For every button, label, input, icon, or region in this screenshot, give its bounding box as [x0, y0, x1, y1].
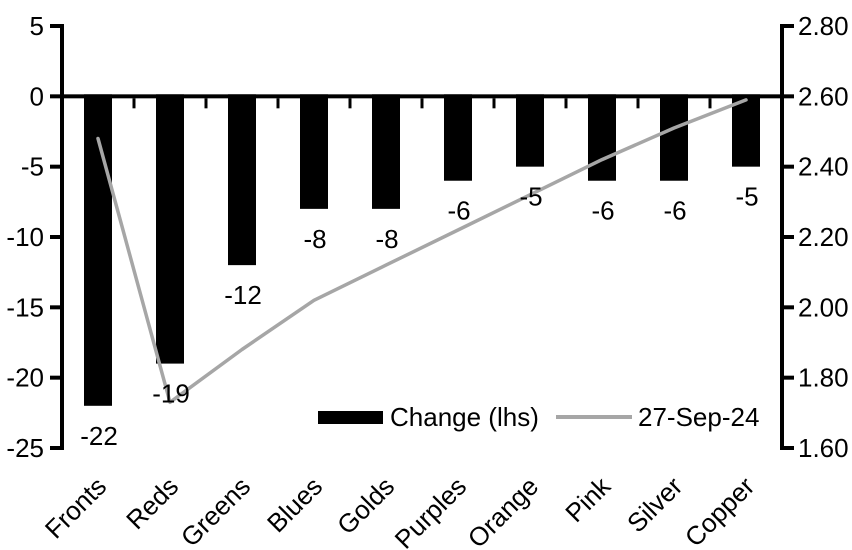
right-axis-tick	[781, 94, 794, 99]
left-axis-tick	[50, 164, 63, 169]
bar-copper	[732, 94, 760, 167]
bar-data-label: -8	[303, 224, 326, 254]
category-label-greens: Greens	[175, 471, 257, 550]
right-axis-tick-label: 1.60	[798, 433, 849, 463]
left-axis-tick	[50, 446, 63, 450]
bar-orange	[516, 94, 544, 167]
left-axis-tick	[50, 375, 63, 380]
category-boundary-tick	[276, 98, 280, 109]
right-axis-tick	[781, 235, 794, 239]
bar-blues	[300, 94, 328, 209]
category-label-fronts: Fronts	[39, 471, 112, 544]
right-axis-tick-label: 2.80	[798, 11, 849, 41]
legend-label-27-sep-24: 27-Sep-24	[638, 402, 760, 432]
category-label-purples: Purples	[389, 471, 473, 550]
category-boundary-tick	[564, 98, 568, 109]
category-boundary-tick	[636, 98, 640, 109]
category-label-golds: Golds	[331, 471, 400, 540]
bar-fronts	[84, 94, 112, 406]
category-label-silver: Silver	[621, 471, 688, 538]
category-label-orange: Orange	[462, 471, 545, 550]
bar-data-label: -22	[80, 421, 118, 451]
category-label-pink: Pink	[559, 470, 617, 528]
category-boundary-tick	[204, 98, 208, 109]
category-boundary-tick	[348, 98, 352, 109]
legend-label-change-lhs: Change (lhs)	[390, 402, 539, 432]
left-axis-tick	[50, 235, 63, 239]
left-axis-tick-label: -25	[6, 433, 44, 463]
left-axis-tick-label: -5	[21, 152, 44, 182]
right-axis-tick-label: 2.60	[798, 81, 849, 111]
left-axis-tick-label: -20	[6, 363, 44, 393]
bar-reds	[156, 94, 184, 364]
category-label-blues: Blues	[261, 471, 328, 538]
category-boundary-tick	[492, 98, 496, 109]
right-axis-tick-label: 2.00	[798, 292, 849, 322]
category-boundary-tick	[708, 98, 712, 109]
bar-greens	[228, 94, 256, 266]
right-axis-tick-label: 2.40	[798, 152, 849, 182]
category-boundary-tick	[420, 98, 424, 109]
bar-golds	[372, 94, 400, 209]
right-axis-tick-label: 1.80	[798, 363, 849, 393]
line-series-27-sep-24	[96, 98, 748, 405]
right-axis-tick	[781, 24, 794, 28]
bar-data-label: -6	[447, 196, 470, 226]
bar-data-label: -8	[375, 224, 398, 254]
zero-axis-line	[60, 94, 784, 99]
bar-data-label: -12	[224, 280, 262, 310]
left-axis-tick-label: 0	[30, 81, 44, 111]
category-label-copper: Copper	[679, 471, 761, 550]
bar-data-label: -6	[591, 196, 614, 226]
category-boundary-tick	[132, 98, 136, 109]
bar-data-label: -19	[152, 379, 190, 409]
right-axis-tick	[781, 375, 794, 380]
left-axis-tick-label: -10	[6, 222, 44, 252]
right-axis-tick	[781, 164, 794, 169]
bar-data-label: -6	[663, 196, 686, 226]
bar-silver	[660, 94, 688, 181]
left-axis-tick	[50, 94, 63, 99]
left-axis-tick-label: 5	[30, 11, 44, 41]
legend-swatch-bar	[318, 411, 383, 424]
bar-pink	[588, 94, 616, 181]
bar-data-label: -5	[519, 182, 542, 212]
category-label-reds: Reds	[120, 471, 184, 535]
bar-purples	[444, 94, 472, 181]
bar-data-label: -5	[735, 182, 758, 212]
left-axis-tick	[50, 24, 63, 28]
left-axis-tick	[50, 305, 63, 310]
legend-swatch-line	[556, 415, 632, 419]
right-axis-tick	[781, 446, 794, 450]
right-axis-tick-label: 2.20	[798, 222, 849, 252]
left-axis-tick-label: -15	[6, 292, 44, 322]
right-axis-tick	[781, 305, 794, 310]
